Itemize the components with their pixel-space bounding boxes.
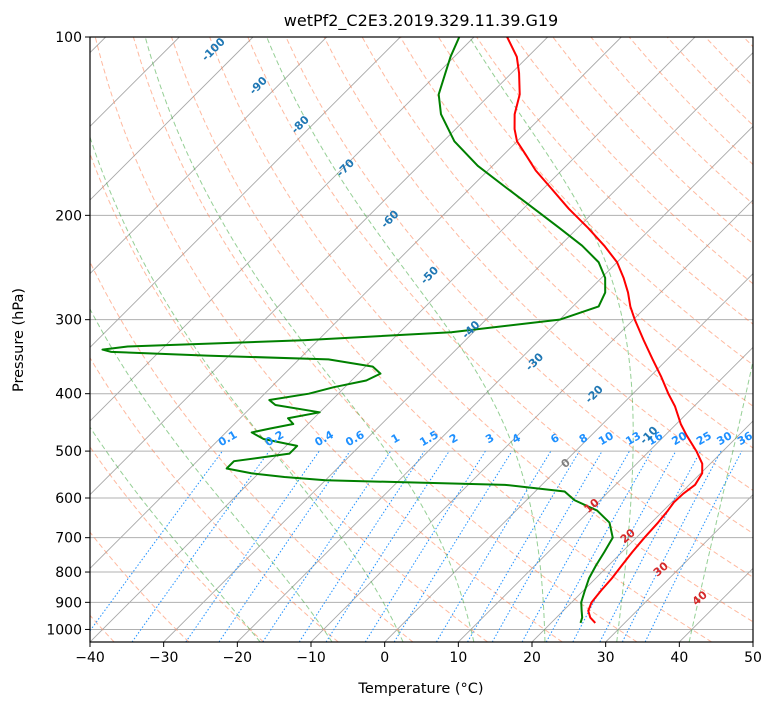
dry-adiabat-line <box>438 37 753 366</box>
y-tick-label: 800 <box>55 565 82 581</box>
chart-title: wetPf2_C2E3.2019.329.11.39.G19 <box>284 11 558 31</box>
isotherm-line <box>90 37 327 275</box>
isotherm-line <box>384 273 753 642</box>
mixing-ratio-line <box>262 450 392 642</box>
mixing-ratio-line <box>621 450 722 642</box>
moist-adiabat-line <box>90 426 261 642</box>
dry-adiabat-line <box>94 37 563 642</box>
y-tick-label: 1000 <box>46 622 82 638</box>
mixing-ratio-line <box>131 450 270 642</box>
temperature-trace <box>506 37 704 624</box>
x-tick-label: −40 <box>75 650 105 666</box>
y-tick-label: 900 <box>55 595 82 611</box>
y-tick-label: 300 <box>55 313 82 329</box>
isotherm-line <box>531 420 753 642</box>
dry-adiabat-line <box>399 37 753 407</box>
x-tick-label: 50 <box>744 650 762 666</box>
dry-adiabat-line <box>132 37 638 642</box>
plot-frame <box>89 36 754 643</box>
dry-adiabat-line <box>90 531 190 642</box>
mixing-ratio-line <box>185 450 320 642</box>
isotherm-line <box>90 37 696 642</box>
mixing-ratio-line <box>644 450 743 642</box>
mixing-ratio-label: 36 <box>735 429 755 448</box>
x-tick-label: −20 <box>223 650 253 666</box>
moist-adiabat-line <box>90 308 333 642</box>
mixing-ratio-line <box>218 450 351 642</box>
dry-adiabat-line <box>514 37 753 285</box>
mixing-ratio-line <box>545 450 653 642</box>
isotherm-line <box>458 346 753 642</box>
x-tick-label: 40 <box>670 650 688 666</box>
isotherm-line <box>237 125 753 642</box>
isotherm-line <box>90 37 475 422</box>
y-tick-label: 400 <box>55 387 82 403</box>
moist-adiabat-line <box>688 358 753 642</box>
isotherm-line <box>90 37 254 201</box>
dry-adiabat-line <box>90 446 264 642</box>
mixing-ratio-line <box>325 450 450 642</box>
x-tick-label: 30 <box>597 650 615 666</box>
axes: −40 −30 −20 −10 0 10 20 30 40 50 100 200 300 400 500 60… <box>46 30 762 666</box>
mixing-ratio-line <box>521 450 630 642</box>
dry-adiabat-line <box>247 37 753 578</box>
isotherm-line <box>90 37 401 348</box>
y-tick-label: 600 <box>55 491 82 507</box>
dry-adiabat-line <box>323 37 753 491</box>
dry-adiabat-line <box>90 356 339 642</box>
y-tick-label: 100 <box>55 30 82 46</box>
mixing-ratio-line <box>435 450 552 642</box>
mixing-ratio-line <box>393 450 513 642</box>
mixing-ratio-line <box>298 450 425 642</box>
isotherm-line <box>163 52 753 642</box>
isotherm-line <box>90 37 548 496</box>
dry-adiabat-line <box>285 37 753 535</box>
dry-adiabat-line <box>90 260 414 642</box>
x-tick-label: −10 <box>296 650 326 666</box>
y-tick-label: 700 <box>55 531 82 547</box>
sounding-traces <box>101 37 704 624</box>
moist-adiabat-line <box>144 37 475 642</box>
x-tick-label: −30 <box>149 650 179 666</box>
background-reference-lines <box>90 37 753 642</box>
dry-adiabat-line <box>209 37 753 623</box>
dry-adiabat-line <box>171 37 713 642</box>
mixing-ratio-line <box>572 450 677 642</box>
mixing-ratio-line <box>599 450 701 642</box>
x-tick-label: 20 <box>523 650 541 666</box>
moist-adiabat-line <box>469 37 634 642</box>
dry-adiabat-line <box>90 152 488 642</box>
y-tick-label: 200 <box>55 208 82 224</box>
y-axis-title: Pressure (hPa) <box>11 288 27 392</box>
moist-adiabat-line <box>90 135 404 642</box>
mixing-ratio-line <box>364 450 486 642</box>
dry-adiabat-line <box>361 37 753 449</box>
isotherm-line <box>605 494 753 642</box>
dewpoint-trace <box>101 37 614 624</box>
x-axis-title: Temperature (°C) <box>357 681 483 697</box>
y-tick-label: 500 <box>55 444 82 460</box>
mixing-ratio-line <box>90 450 223 632</box>
x-tick-label: 0 <box>380 650 389 666</box>
x-tick-label: 10 <box>449 650 467 666</box>
